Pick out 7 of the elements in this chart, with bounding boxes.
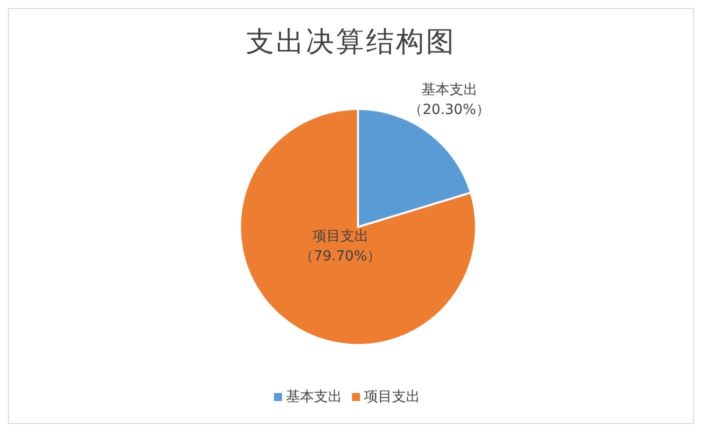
slice-label: 基本支出 bbox=[421, 82, 478, 98]
legend-label: 基本支出 bbox=[286, 389, 342, 405]
legend-label: 项目支出 bbox=[364, 389, 420, 405]
data-label: （20.30%） bbox=[408, 102, 490, 118]
chart-title: 支出决算结构图 bbox=[245, 24, 457, 60]
slice-label: 项目支出 bbox=[312, 228, 368, 245]
data-label: （79.70%） bbox=[300, 248, 382, 265]
